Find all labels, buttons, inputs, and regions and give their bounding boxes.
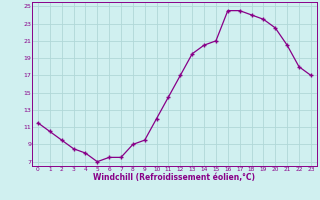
X-axis label: Windchill (Refroidissement éolien,°C): Windchill (Refroidissement éolien,°C) [93,173,255,182]
